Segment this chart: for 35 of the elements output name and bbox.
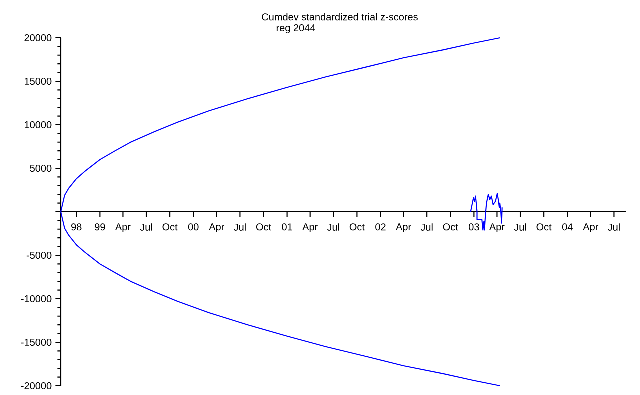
x-tick-label: 00 [188, 224, 199, 231]
x-tick-label: 03 [469, 224, 480, 231]
y-tick-label: 15000 [25, 78, 52, 86]
x-tick-label: Jul [608, 224, 620, 231]
x-tick-label: 04 [562, 224, 573, 231]
x-tick-label: Jul [420, 224, 433, 231]
x-tick-label: Jul [327, 224, 340, 231]
x-tick-label: 02 [376, 224, 386, 231]
chart-subtitle: reg 2044 [276, 24, 316, 34]
x-tick-label: Oct [256, 224, 272, 231]
x-tick-label: Oct [443, 224, 458, 231]
x-tick-label: Apr [209, 224, 225, 233]
y-tick-label: -5000 [26, 252, 52, 260]
y-tick-label: 10000 [25, 121, 52, 129]
line-series [470, 193, 503, 231]
x-tick-label: Oct [536, 224, 552, 231]
y-tick-label: -20000 [21, 382, 52, 390]
x-tick-label: Apr [115, 224, 131, 233]
x-tick-label: Jul [514, 224, 526, 231]
chart-title: Cumdev standardized trial z-scores [262, 13, 418, 21]
y-tick-label: 20000 [24, 34, 52, 42]
x-tick-label: Jul [234, 224, 246, 231]
x-tick-label: Oct [350, 224, 365, 231]
x-tick-label: 98 [72, 224, 82, 231]
x-tick-label: 99 [95, 224, 106, 231]
x-tick-label: Apr [583, 224, 599, 233]
y-tick-label: 5000 [30, 164, 52, 172]
x-tick-label: Apr [489, 224, 505, 233]
y-tick-label: -10000 [21, 295, 52, 303]
y-tick-label: -15000 [21, 338, 52, 346]
x-tick-label: 01 [282, 224, 292, 231]
x-tick-label: Apr [302, 224, 318, 233]
x-tick-label: Apr [396, 224, 412, 233]
x-tick-label: Oct [162, 224, 178, 231]
x-tick-label: Jul [140, 224, 152, 231]
